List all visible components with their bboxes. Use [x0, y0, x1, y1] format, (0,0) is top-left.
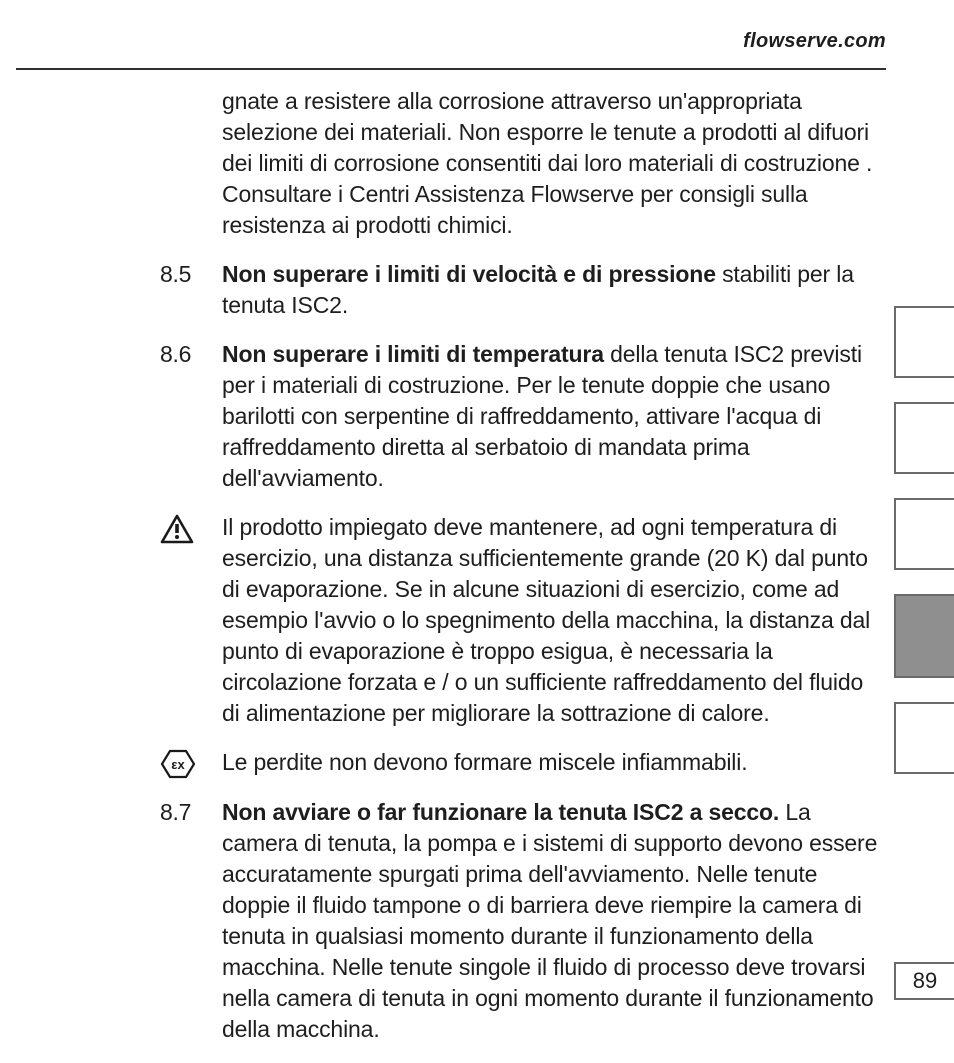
warning-icon-slot — [160, 512, 204, 544]
item-8-7-rest: La camera di tenuta, la pompa e i sistem… — [222, 799, 877, 1042]
item-warning-text: Il prodotto impiegato deve mantenere, ad… — [222, 512, 880, 729]
item-8-7-num: 8.7 — [160, 797, 204, 828]
side-tab-5[interactable] — [894, 702, 954, 774]
side-tabs — [894, 306, 954, 798]
side-tab-3[interactable] — [894, 498, 954, 570]
item-8-6-num: 8.6 — [160, 339, 204, 370]
warning-icon — [160, 514, 194, 544]
side-tab-2[interactable] — [894, 402, 954, 474]
item-ex-text: Le perdite non devono formare miscele in… — [222, 747, 880, 778]
page: flowserve.com gnate a resistere alla cor… — [0, 0, 954, 1042]
item-8-5-text: Non superare i limiti di velocità e di p… — [222, 259, 880, 321]
side-tab-1[interactable] — [894, 306, 954, 378]
page-number: 89 — [894, 962, 954, 1000]
item-8-5: 8.5 Non superare i limiti di velocità e … — [160, 259, 880, 321]
item-8-7-text: Non avviare o far funzionare la tenuta I… — [222, 797, 880, 1045]
item-8-7-bold: Non avviare o far funzionare la tenuta I… — [222, 799, 779, 825]
item-8-7: 8.7 Non avviare o far funzionare la tenu… — [160, 797, 880, 1045]
content-area: gnate a resistere alla corrosione attrav… — [160, 86, 880, 1063]
item-8-6-text: Non superare i limiti di temperatura del… — [222, 339, 880, 494]
ex-icon: εx — [160, 749, 196, 779]
side-tab-4[interactable] — [894, 594, 954, 678]
item-8-6-bold: Non superare i limiti di temperatura — [222, 341, 604, 367]
intro-item: gnate a resistere alla corrosione attrav… — [160, 86, 880, 241]
item-ex: εx Le perdite non devono formare miscele… — [160, 747, 880, 779]
item-8-6: 8.6 Non superare i limiti di temperatura… — [160, 339, 880, 494]
item-8-5-bold: Non superare i limiti di velocità e di p… — [222, 261, 716, 287]
item-8-5-num: 8.5 — [160, 259, 204, 290]
ex-icon-slot: εx — [160, 747, 204, 779]
header-brand: flowserve.com — [743, 30, 886, 53]
top-rule — [16, 68, 886, 70]
svg-text:εx: εx — [171, 757, 185, 772]
intro-text: gnate a resistere alla corrosione attrav… — [222, 86, 880, 241]
item-warning: Il prodotto impiegato deve mantenere, ad… — [160, 512, 880, 729]
